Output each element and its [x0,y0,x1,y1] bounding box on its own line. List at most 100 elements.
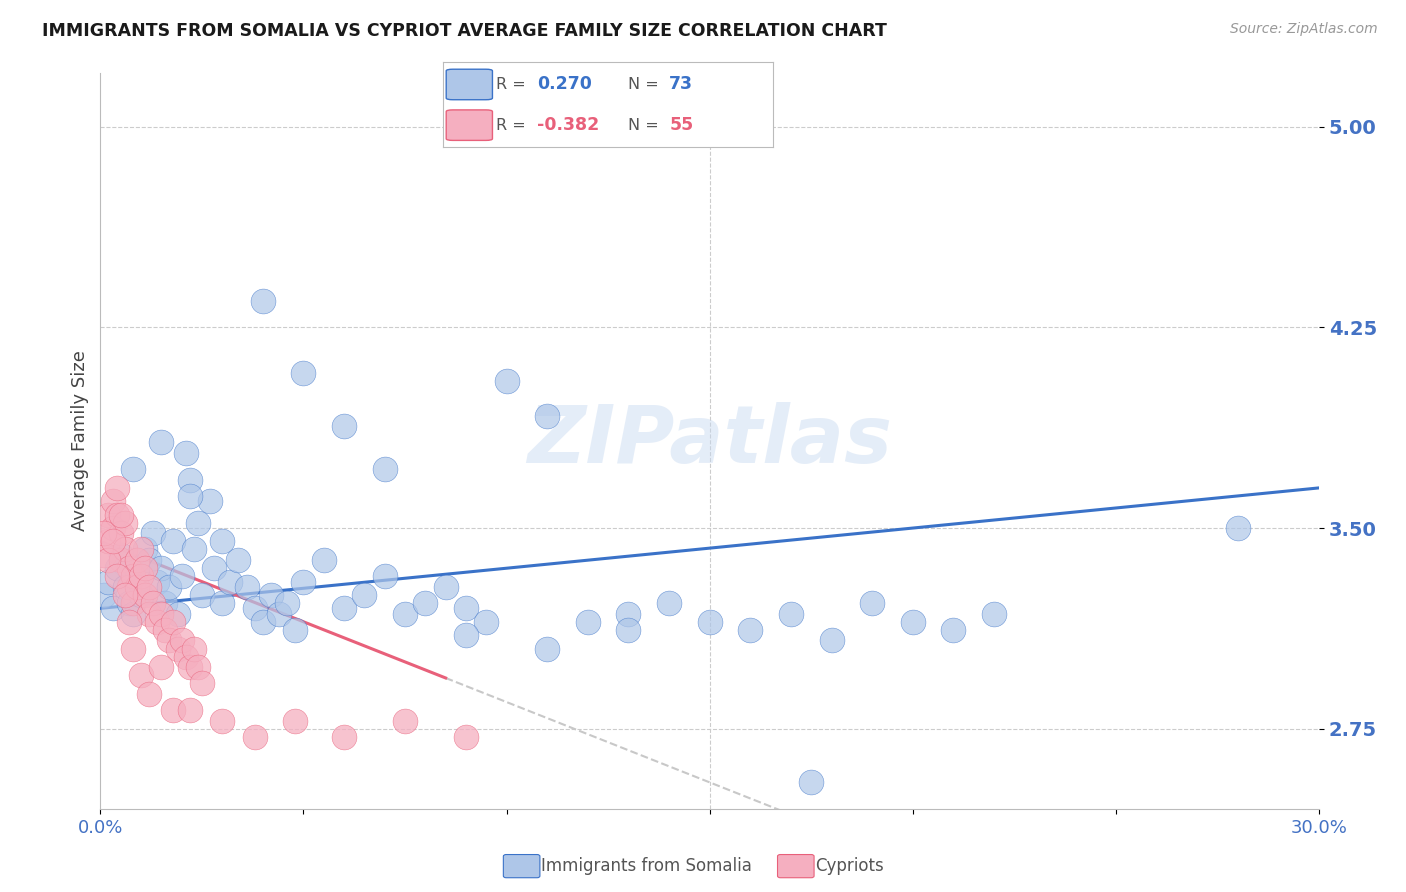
Point [138,607,160,621]
Point [118,596,141,610]
Text: ZIPatlas: ZIPatlas [527,402,893,480]
Point [162,534,184,549]
Point [901,615,924,629]
Text: Immigrants from Somalia: Immigrants from Somalia [541,857,752,875]
Point [617,607,640,621]
Point [97,508,120,522]
Text: Cypriots: Cypriots [815,857,884,875]
Point [97,574,120,589]
Point [202,561,225,575]
Point [1226,521,1249,535]
Text: N =: N = [628,118,664,133]
Point [252,293,274,308]
Point [495,374,517,388]
Point [284,623,307,637]
Point [179,489,201,503]
Point [243,601,266,615]
Point [536,641,558,656]
Point [312,553,335,567]
Point [333,419,356,434]
Point [125,580,148,594]
Point [110,526,132,541]
Point [454,628,477,642]
Point [820,633,842,648]
Point [129,588,152,602]
Point [267,607,290,621]
Point [536,409,558,423]
Point [121,607,143,621]
Point [101,534,124,549]
Point [150,607,173,621]
Point [276,596,298,610]
Point [658,596,681,610]
Text: 55: 55 [669,116,693,134]
Point [146,615,169,629]
Point [166,607,188,621]
Point [191,588,214,602]
Point [125,553,148,567]
Point [129,542,152,557]
Point [394,714,416,728]
Point [333,730,356,744]
Point [125,569,148,583]
Point [134,542,156,557]
Point [93,588,115,602]
Point [150,435,173,450]
Point [284,714,307,728]
Point [942,623,965,637]
Point [740,623,762,637]
Point [394,607,416,621]
Point [415,596,437,610]
Point [183,542,205,557]
Point [118,561,141,575]
Text: R =: R = [496,77,530,92]
Text: -0.382: -0.382 [537,116,599,134]
Point [780,607,803,621]
Point [93,548,115,562]
Text: N =: N = [628,77,664,92]
Point [191,676,214,690]
Point [114,542,136,557]
Point [101,521,124,535]
Point [118,580,141,594]
Point [121,596,143,610]
Point [211,714,233,728]
Point [576,615,599,629]
Point [129,569,152,583]
Point [105,481,128,495]
Point [105,561,128,575]
Point [179,473,201,487]
Point [101,601,124,615]
Point [101,494,124,508]
Point [211,534,233,549]
Point [142,526,165,541]
Point [243,730,266,744]
Point [860,596,883,610]
Y-axis label: Average Family Size: Average Family Size [72,351,89,532]
Point [800,775,823,789]
Point [134,588,156,602]
Point [292,366,315,380]
Point [129,668,152,682]
Point [174,446,197,460]
Point [166,641,188,656]
Text: 73: 73 [669,76,693,94]
Point [146,574,169,589]
Point [138,687,160,701]
Point [235,580,257,594]
Point [105,508,128,522]
Point [121,641,143,656]
Point [187,516,209,530]
Point [187,660,209,674]
Point [138,553,160,567]
Point [142,596,165,610]
Point [150,561,173,575]
Point [150,660,173,674]
Point [93,526,115,541]
Point [374,462,396,476]
Point [155,623,177,637]
Point [454,730,477,744]
Point [454,601,477,615]
Point [134,561,156,575]
Point [179,703,201,717]
